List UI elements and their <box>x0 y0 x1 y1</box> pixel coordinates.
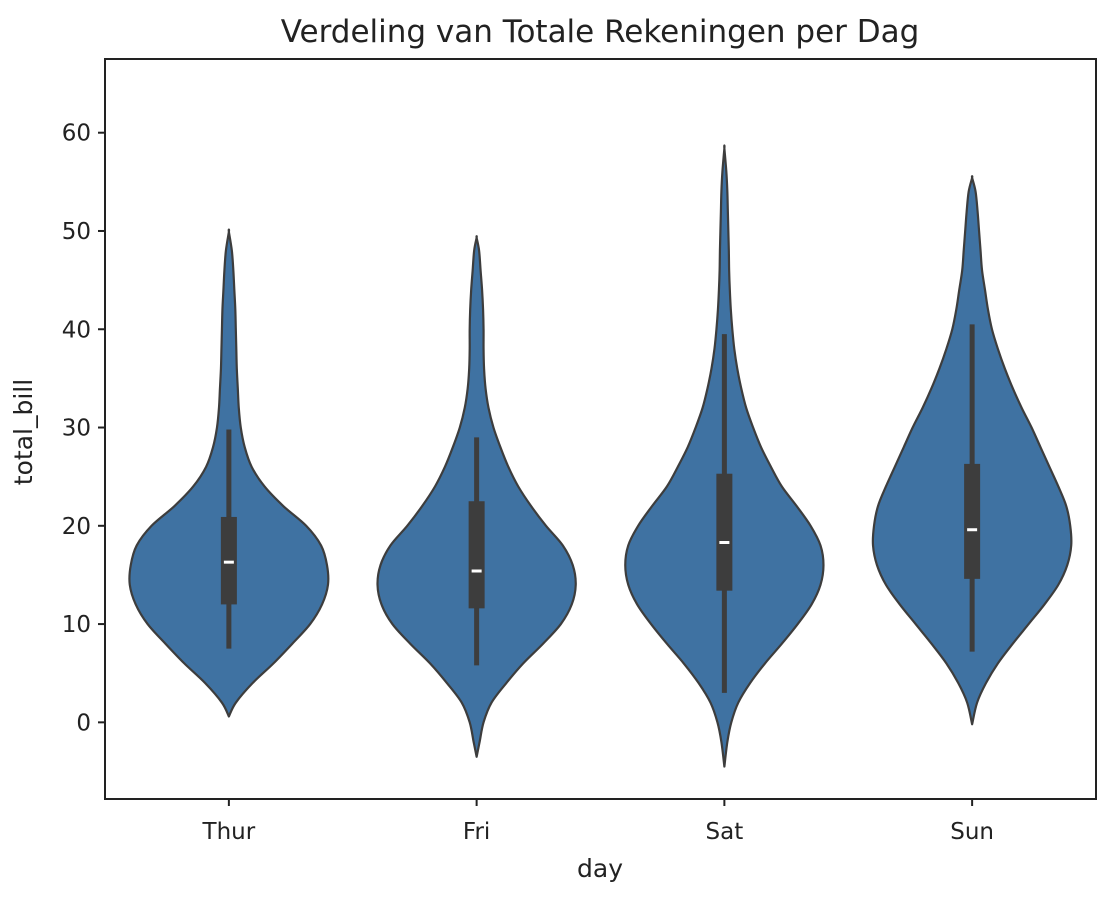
violin-fri <box>376 235 577 758</box>
x-axis: Thur Fri Sat Sun <box>202 799 994 845</box>
x-tick-label: Fri <box>463 819 490 845</box>
x-tick-label: Sat <box>706 819 744 845</box>
violin-thur <box>128 228 330 718</box>
y-tick-label: 50 <box>62 219 91 245</box>
x-axis-label: day <box>577 854 623 883</box>
x-tick-label: Sun <box>950 819 994 845</box>
violin-iqr-box <box>716 473 733 591</box>
violin-sun <box>871 175 1073 726</box>
y-tick-label: 10 <box>62 612 91 638</box>
y-tick-label: 60 <box>62 121 91 147</box>
violin-iqr-box <box>964 463 981 579</box>
y-axis-label: total_bill <box>9 379 38 485</box>
plot-frame <box>104 58 1097 800</box>
y-tick-label: 30 <box>62 416 91 442</box>
x-tick-label: Thur <box>202 819 256 845</box>
y-axis: 0 10 20 30 40 50 60 <box>62 121 105 736</box>
y-tick-label: 20 <box>62 514 91 540</box>
violins-layer <box>128 144 1073 768</box>
violin-iqr-box <box>468 501 485 609</box>
chart-title: Verdeling van Totale Rekeningen per Dag <box>281 14 920 50</box>
violin-sat <box>624 144 825 768</box>
y-tick-label: 40 <box>62 317 91 343</box>
y-tick-label: 0 <box>76 710 91 736</box>
